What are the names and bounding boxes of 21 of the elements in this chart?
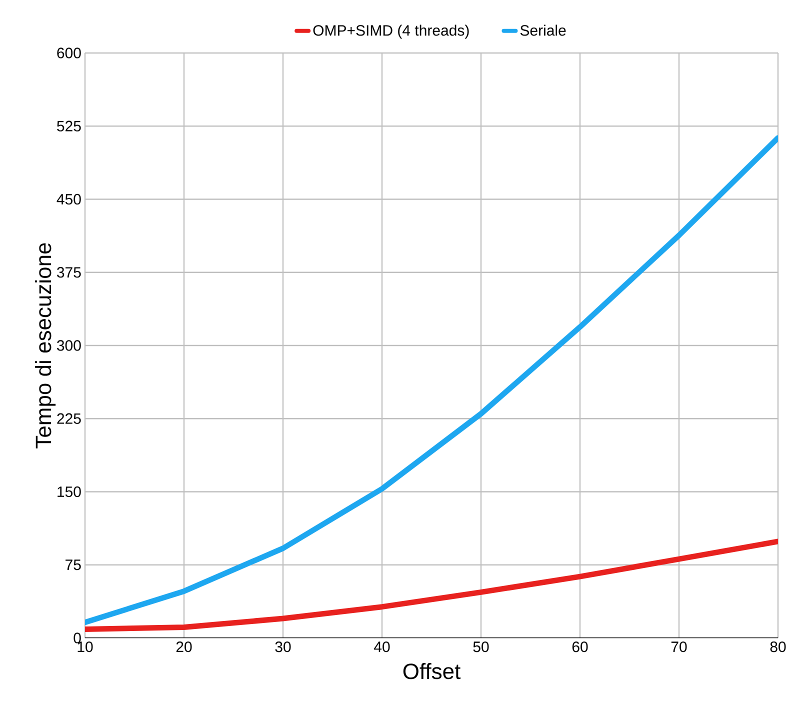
y-axis-title: Tempo di esecuzione — [35, 243, 56, 448]
legend-label: OMP+SIMD (4 threads) — [313, 24, 469, 39]
y-tick-label: 375 — [57, 267, 81, 278]
x-tick-label: 20 — [176, 642, 192, 652]
y-tick-label: 225 — [57, 413, 81, 424]
x-tick-label: 40 — [374, 642, 390, 652]
x-tick-label: 30 — [275, 642, 291, 652]
x-tick-label: 70 — [671, 642, 687, 652]
x-tick-label: 80 — [770, 642, 786, 652]
y-tick-label: 525 — [57, 120, 81, 132]
x-tick-label: 10 — [78, 642, 93, 652]
x-tick-label: 60 — [572, 642, 588, 652]
y-tick-label: 0 — [74, 632, 81, 644]
y-tick-label: 600 — [57, 48, 81, 58]
y-tick-label: 75 — [66, 560, 81, 570]
x-axis-title: Offset — [403, 663, 461, 680]
legend-label: Seriale — [520, 24, 566, 36]
y-tick-label: 150 — [58, 486, 81, 498]
y-tick-label: 300 — [57, 340, 81, 351]
x-tick-label: 50 — [473, 642, 489, 652]
y-tick-label: 450 — [56, 194, 81, 205]
